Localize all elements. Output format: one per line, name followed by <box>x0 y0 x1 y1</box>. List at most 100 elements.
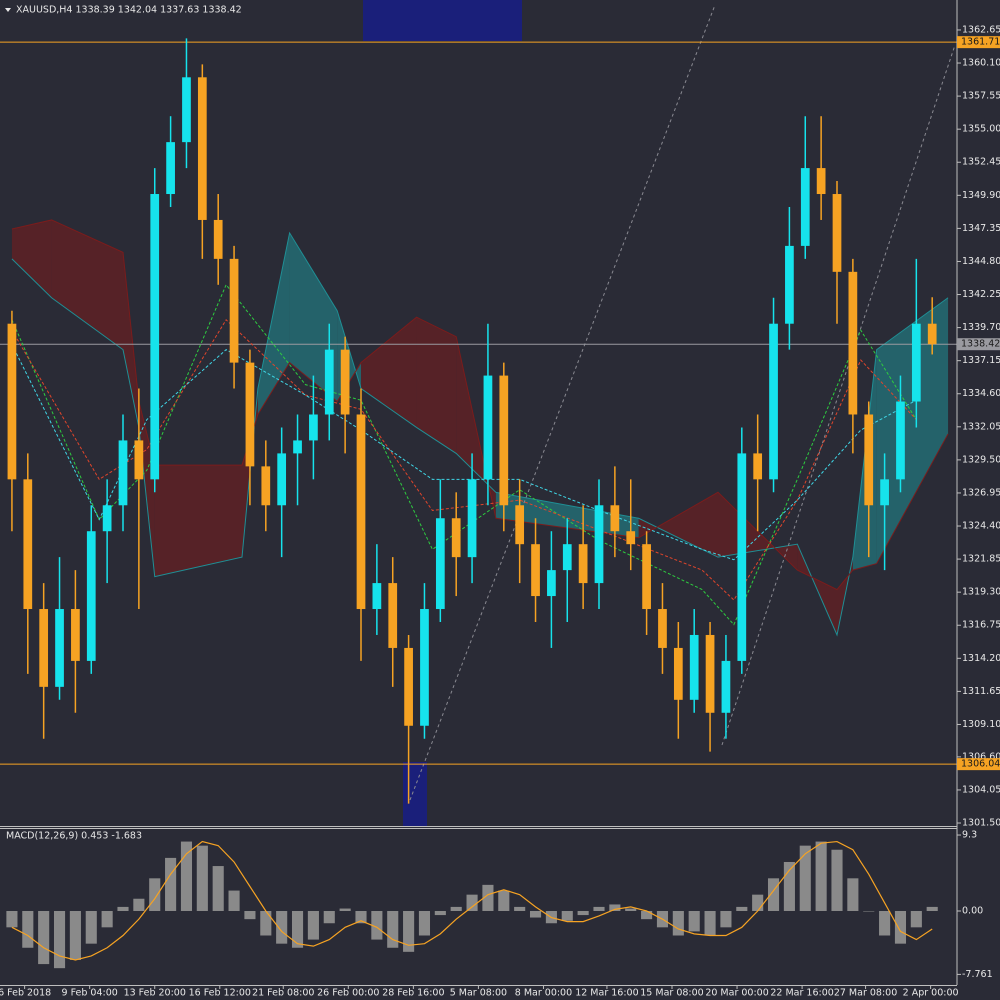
macd-bar <box>561 910 573 921</box>
candle-body <box>880 479 889 506</box>
macd-bar <box>38 910 50 965</box>
candle-body <box>324 349 334 415</box>
main-layer: 1362.65 1360.10 1357.55 1355.00 1352.45 1349.… <box>0 24 1000 999</box>
price-label: 1338.42 <box>961 339 1000 350</box>
candle-body <box>182 77 191 143</box>
macd-bar <box>418 910 431 936</box>
macd-bar <box>482 884 494 911</box>
y-tick-label: 1344.80 <box>962 256 1000 267</box>
candle-body <box>499 375 509 506</box>
macd-bar <box>291 910 304 948</box>
x-tick-label: 8 Mar 00:00 <box>515 988 572 999</box>
cloud-segment <box>11 219 52 298</box>
trend-line <box>409 4 716 801</box>
y-tick-label: 1321.85 <box>962 554 1000 565</box>
candle-body <box>515 505 525 545</box>
candle-body <box>245 362 255 467</box>
cloud-segment <box>123 252 139 428</box>
price-label-box <box>957 36 1000 49</box>
y-tick-label: 1324.40 <box>962 521 1000 532</box>
candle-body <box>277 453 287 506</box>
x-tick-label: 21 Feb 08:00 <box>252 988 314 999</box>
menu-arrow[interactable] <box>5 8 11 12</box>
y-tick-label: 1311.65 <box>962 686 1000 697</box>
y-tick-label: 1339.70 <box>962 322 1000 333</box>
x-tick-label: 27 Mar 08:00 <box>834 988 897 999</box>
trend-line <box>721 44 956 746</box>
chart-title: XAUUSD,H4 1338.39 1342.04 1337.63 1338.4… <box>16 5 242 16</box>
macd-title: MACD(12,26,9) 0.453 -1.683 <box>6 831 142 842</box>
candle-body <box>7 323 17 480</box>
candle-body <box>404 647 413 726</box>
candle-body <box>658 609 667 648</box>
candle-body <box>293 440 302 454</box>
candle-body <box>896 401 905 480</box>
macd-bar <box>609 904 621 911</box>
cloud-segment <box>361 317 417 428</box>
x-tick-label: 6 Feb 2018 <box>0 988 51 999</box>
candle-body <box>39 609 49 687</box>
price-label-box <box>957 758 1000 771</box>
candle-body <box>467 479 477 558</box>
cloud-edge <box>11 219 949 591</box>
y-tick-label: 0.00 <box>962 905 983 916</box>
x-tick-label: 28 Feb 16:00 <box>382 988 444 999</box>
macd-bar <box>403 910 415 952</box>
candle-body <box>547 570 556 597</box>
macd-bar <box>85 910 97 944</box>
macd-bar <box>863 910 875 912</box>
candle-body <box>689 634 699 700</box>
y-tick-label: 1316.75 <box>962 620 1000 631</box>
macd-bar <box>307 910 319 940</box>
macd-bar <box>577 910 589 916</box>
candle-body <box>642 544 651 610</box>
x-tick-label: 12 Mar 16:00 <box>575 988 638 999</box>
y-tick-label: 1306.60 <box>962 751 1000 762</box>
macd-bar <box>387 910 399 948</box>
macd-bar <box>101 910 113 928</box>
macd-bar <box>180 841 193 911</box>
candle-body <box>610 505 620 532</box>
cloud-segment <box>638 492 718 558</box>
macd-bar <box>69 910 81 961</box>
macd-bar <box>783 861 795 911</box>
candle-body <box>769 323 778 480</box>
macd-bar <box>244 910 256 920</box>
macd-bar <box>149 878 161 911</box>
y-tick-label: 1304.05 <box>962 784 1000 795</box>
macd-bar <box>815 841 827 911</box>
macd-bar <box>720 910 732 928</box>
macd-bar <box>688 910 700 932</box>
candle-body <box>261 466 271 506</box>
candle-body <box>420 609 429 726</box>
x-tick-label: 22 Mar 16:00 <box>770 988 833 999</box>
macd-bar <box>434 910 446 916</box>
macd-bar <box>355 910 367 924</box>
x-tick-label: 9 Feb 04:00 <box>62 988 118 999</box>
y-tick-label: -7.761 <box>962 969 993 980</box>
candle-body <box>737 453 747 661</box>
cloud-segment <box>154 465 242 577</box>
candle-body <box>562 544 572 571</box>
macd-bar <box>736 906 748 911</box>
macd-bar <box>133 898 145 911</box>
candle-body <box>451 518 461 558</box>
candle-body <box>911 323 921 402</box>
candle-body <box>388 583 398 648</box>
macd-bar <box>371 910 383 940</box>
macd-bar <box>260 910 272 936</box>
candle-body <box>785 245 794 324</box>
macd-bar <box>926 906 938 911</box>
macd-bar <box>593 906 605 911</box>
y-tick-label: 1332.05 <box>962 421 1000 432</box>
y-tick-label: 1342.25 <box>962 289 1000 300</box>
cloud-segment <box>257 232 290 415</box>
candle-body <box>150 194 160 480</box>
candle-body <box>673 647 683 700</box>
macd-bar <box>196 845 208 911</box>
candle-body <box>86 531 96 661</box>
y-tick-label: 1337.15 <box>962 355 1000 366</box>
macd-bar <box>799 845 811 911</box>
macd-bar <box>625 908 637 911</box>
candle-body <box>626 531 636 545</box>
